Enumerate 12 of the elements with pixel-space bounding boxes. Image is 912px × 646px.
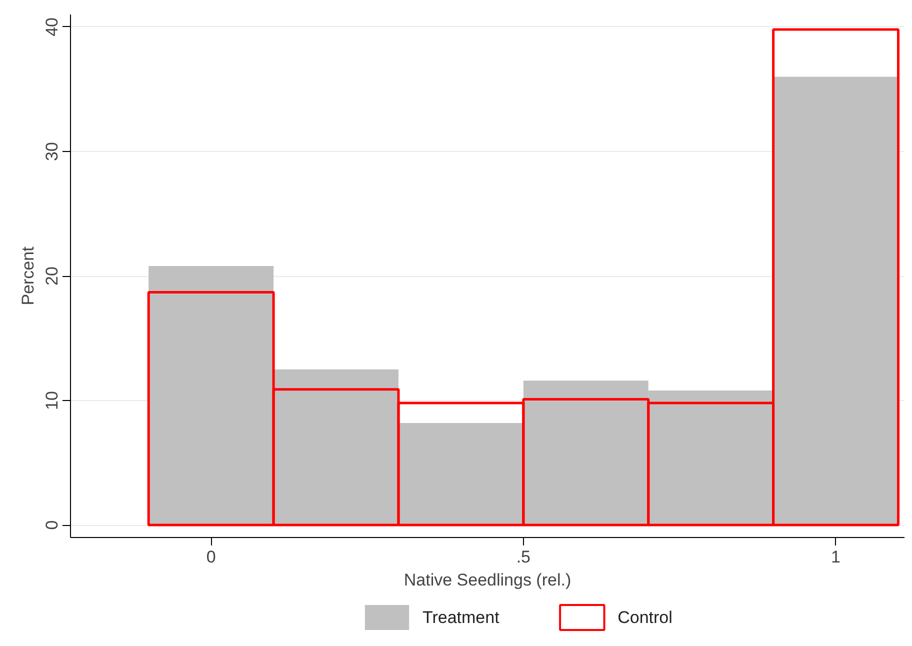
x-tick-label: 1: [831, 548, 841, 566]
y-tick-label: 40: [42, 17, 62, 36]
y-axis-title: Percent: [18, 246, 38, 306]
x-tick-label: 0: [206, 548, 216, 566]
y-tick-label: 0: [42, 520, 62, 530]
y-tick-label: 30: [42, 142, 62, 161]
legend-label: Treatment: [422, 608, 500, 627]
y-tick-label: 20: [42, 266, 62, 286]
x-tick-label: .5: [516, 548, 531, 566]
x-axis-title: Native Seedlings (rel.): [404, 570, 572, 590]
y-tick-label: 10: [42, 391, 62, 410]
legend-label: Control: [618, 608, 672, 627]
